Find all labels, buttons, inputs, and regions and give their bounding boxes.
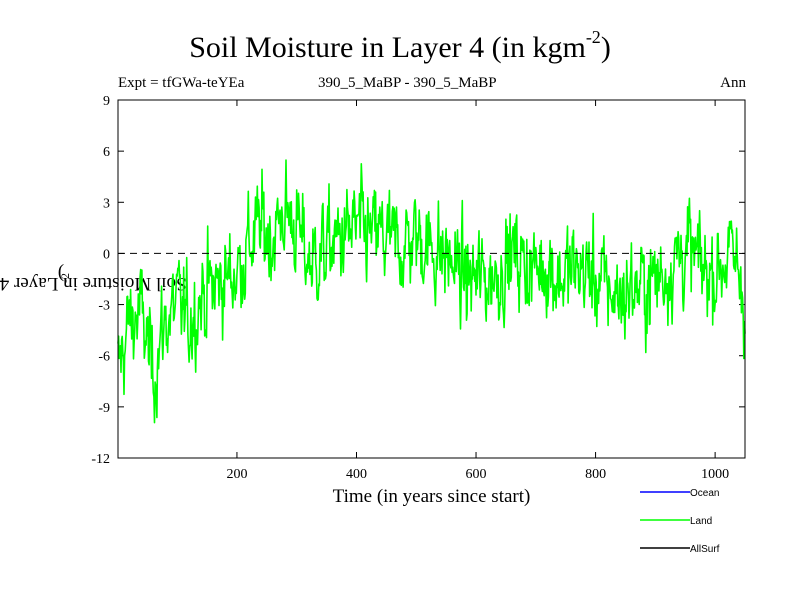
y-tick-label: 6 (103, 145, 110, 160)
y-tick-label: -3 (98, 299, 110, 314)
x-tick-label: 400 (346, 467, 367, 482)
legend-label-ocean: Ocean (690, 488, 719, 499)
y-tick-label: 9 (103, 94, 110, 109)
y-tick-label: -9 (98, 401, 110, 416)
chart-title: Soil Moisture in Layer 4 (in kgm-2) (189, 27, 611, 64)
legend-label-allsurf: AllSurf (690, 544, 720, 555)
period-label: 390_5_MaBP - 390_5_MaBP (318, 75, 497, 91)
x-tick-label: 200 (226, 467, 247, 482)
y-tick-label: 3 (103, 196, 110, 211)
plot-frame (117, 99, 746, 459)
x-tick-label: 800 (585, 467, 606, 482)
x-axis-label: Time (in years since start) (332, 486, 531, 507)
y-tick-label: 0 (103, 247, 110, 262)
series-line-land (117, 159, 746, 424)
legend-label-land: Land (690, 516, 712, 527)
experiment-label: Expt = tfGWa-teYEa (118, 75, 245, 91)
x-tick-label: 600 (466, 467, 487, 482)
season-label: Ann (720, 75, 746, 91)
y-tick-label: -12 (91, 452, 110, 467)
x-tick-label: 1000 (701, 467, 729, 482)
y-tick-label: -6 (98, 350, 110, 365)
